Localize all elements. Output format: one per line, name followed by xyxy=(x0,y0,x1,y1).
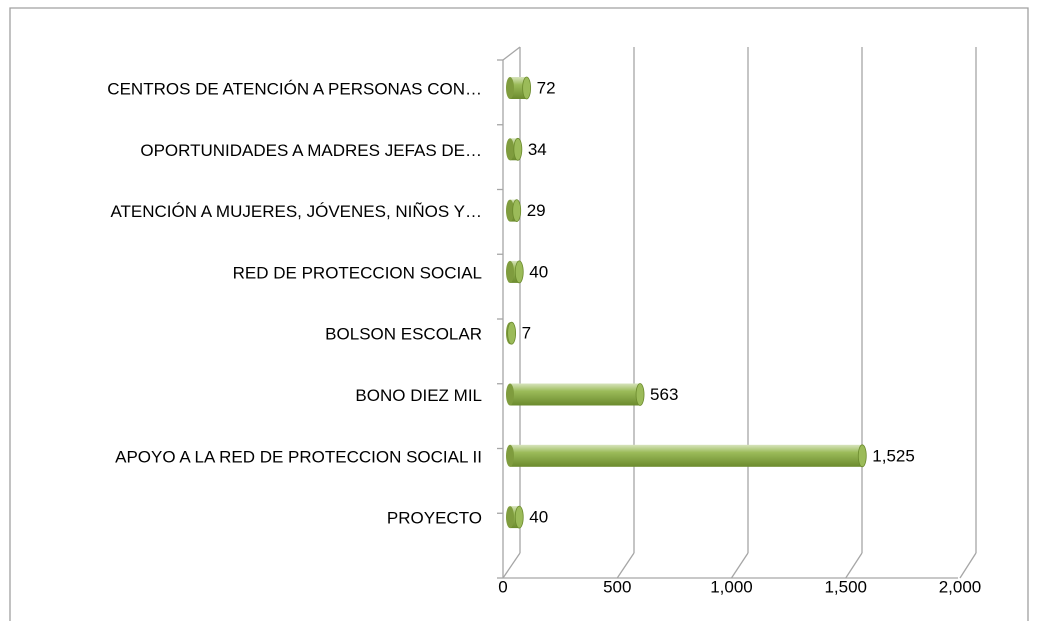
bar-cap xyxy=(512,199,522,223)
bar-cap xyxy=(514,260,524,284)
bar-cap xyxy=(514,505,524,529)
bar-cap xyxy=(506,444,514,467)
data-label: 40 xyxy=(529,262,548,281)
y-tick-label: PROYECTO xyxy=(387,509,482,528)
bar-cap xyxy=(513,137,523,161)
y-tick-label: BONO DIEZ MIL xyxy=(355,386,482,405)
bar-cap xyxy=(506,383,514,406)
x-tick-label: 500 xyxy=(603,577,631,596)
bar xyxy=(510,506,520,529)
bar xyxy=(510,444,863,467)
grid-line xyxy=(845,552,863,579)
bar-cap xyxy=(522,76,532,100)
x-tick-label: 2,000 xyxy=(939,577,982,596)
x-tick-label: 1,500 xyxy=(824,577,867,596)
x-tick-label: 1,000 xyxy=(710,577,753,596)
data-label: 7 xyxy=(522,324,531,343)
data-label: 29 xyxy=(527,201,546,220)
bar-cap xyxy=(506,138,514,161)
bar-cap xyxy=(506,199,514,222)
bar-cap xyxy=(507,321,517,345)
bar xyxy=(510,383,641,406)
grid-line xyxy=(616,552,635,579)
data-label: 1,525 xyxy=(872,446,915,465)
data-label: 34 xyxy=(528,140,547,159)
bar-cap xyxy=(506,260,514,283)
data-label: 563 xyxy=(650,385,678,404)
y-tick-label: BOLSON ESCOLAR xyxy=(325,325,482,344)
chart-frame xyxy=(9,7,1029,621)
y-tick-label: CENTROS DE ATENCIÓN A PERSONAS CON… xyxy=(107,79,482,98)
bar-cap xyxy=(506,77,514,99)
bar-cap xyxy=(635,383,645,406)
data-label: 40 xyxy=(529,508,548,527)
y-tick-label: OPORTUNIDADES A MADRES JEFAS DE… xyxy=(140,141,482,160)
bar xyxy=(510,77,527,99)
y-tick-label: APOYO A LA RED DE PROTECCION SOCIAL II xyxy=(115,447,482,466)
x-tick-label: 0 xyxy=(498,577,507,596)
left-wall xyxy=(502,46,958,579)
bar xyxy=(510,260,520,283)
grid-line xyxy=(959,552,977,579)
bar-cap xyxy=(506,506,514,529)
y-tick-label: RED DE PROTECCION SOCIAL xyxy=(233,263,482,282)
grid-line xyxy=(730,552,749,579)
data-label: 72 xyxy=(537,78,556,97)
bar-cap xyxy=(857,444,867,468)
grid-line xyxy=(502,552,521,579)
y-tick-label: ATENCIÓN A MUJERES, JÓVENES, NIÑOS Y… xyxy=(110,202,482,221)
